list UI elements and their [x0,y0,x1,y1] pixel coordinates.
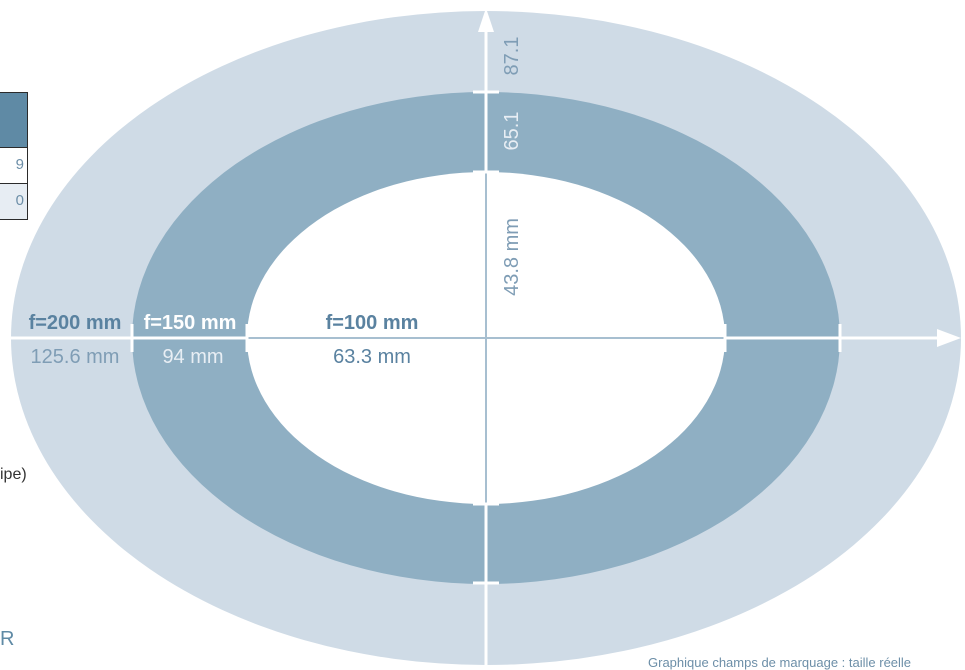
horizontal-axis-arrowhead [937,329,961,347]
vertical-dim-f150: 65.1 [501,112,523,151]
vertical-dim-f200: 87.1 [501,37,523,76]
coordinate-axes [11,8,961,665]
diagram-caption: Graphique champs de marquage : taille ré… [648,655,912,670]
partial-parameter-table: 9 0 [0,92,28,220]
horizontal-dim-f200: 125.6 mm [31,346,120,368]
focal-label-f200: f=200 mm [29,312,122,334]
focal-label-f150: f=150 mm [144,312,237,334]
focal-label-f100: f=100 mm [326,312,419,334]
table-row: 9 [0,148,28,184]
partial-side-letter: R [0,628,15,650]
vertical-axis-arrowhead [478,8,494,32]
table-row: 0 [0,184,28,220]
horizontal-dim-f150: 94 mm [162,346,223,368]
partial-side-text: ipe) [0,466,27,483]
vertical-dim-f100: 43.8 mm [501,218,523,296]
table-header [0,92,28,148]
field-boundary-ticks [130,90,842,585]
horizontal-dim-f100: 63.3 mm [333,346,411,368]
